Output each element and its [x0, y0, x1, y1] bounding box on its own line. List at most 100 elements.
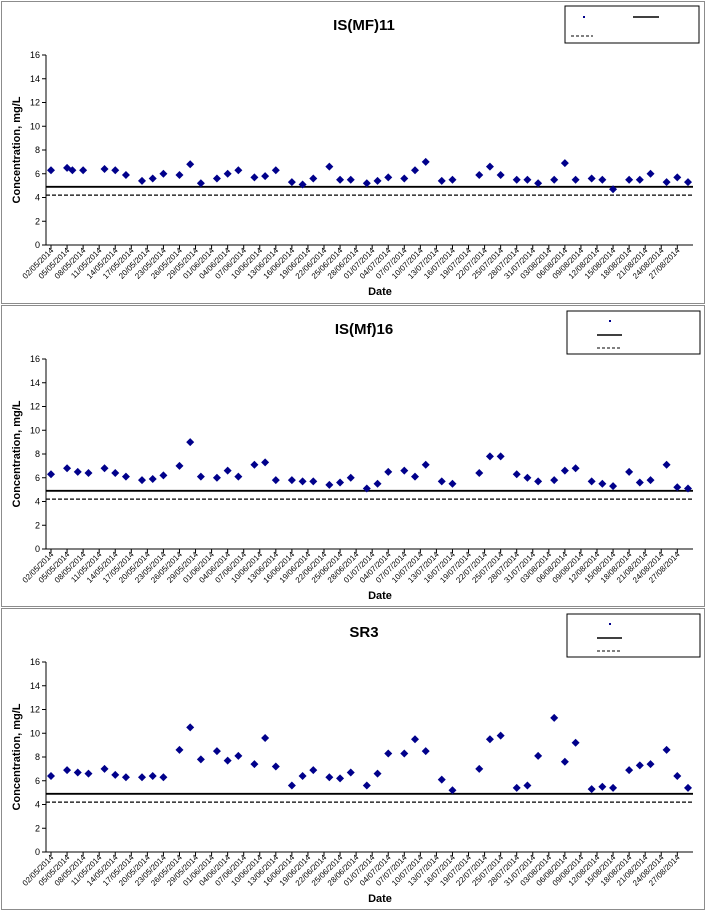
data-point: [309, 477, 318, 486]
y-tick-label: 0: [35, 847, 40, 857]
data-point: [421, 157, 430, 166]
y-tick-label: 4: [35, 497, 40, 507]
data-point: [111, 166, 120, 175]
legend-marker-sample: [609, 623, 611, 625]
y-tick-label: 12: [30, 402, 40, 412]
data-point: [138, 176, 146, 185]
data-point: [234, 166, 243, 175]
data-point: [550, 175, 559, 184]
data-point: [400, 749, 409, 758]
data-point: [212, 174, 221, 183]
data-point: [523, 781, 532, 790]
y-tick-label: 8: [35, 752, 40, 762]
data-point: [625, 175, 634, 184]
data-point: [560, 159, 569, 168]
data-point: [148, 772, 157, 780]
y-tick-label: 12: [30, 705, 40, 715]
data-point: [496, 170, 505, 179]
y-tick-label: 2: [35, 823, 40, 833]
chart-svg-ismf11: IS(MF)11024681012141602/05/201405/05/201…: [11, 5, 700, 298]
y-tick-label: 10: [30, 425, 40, 435]
data-point: [212, 473, 221, 482]
data-point: [196, 755, 205, 764]
data-point: [63, 464, 72, 473]
data-point: [400, 174, 409, 183]
y-axis-title: Concentration, mg/L: [11, 96, 23, 203]
legend-box: [566, 613, 701, 658]
data-point: [384, 749, 393, 758]
data-point: [560, 757, 569, 766]
x-axis-title: Date: [368, 893, 392, 905]
data-point: [287, 476, 296, 485]
data-point: [63, 766, 72, 775]
y-tick-label: 14: [30, 378, 40, 388]
data-point: [111, 469, 120, 477]
data-point: [437, 477, 446, 486]
data-point: [223, 756, 232, 765]
data-point: [68, 166, 77, 175]
data-point: [646, 169, 655, 178]
data-point: [186, 723, 195, 732]
chart-svg-ismf16: IS(Mf)16024681012141602/05/201405/05/201…: [11, 310, 701, 602]
data-point: [100, 764, 109, 773]
data-point: [384, 467, 393, 476]
y-tick-label: 2: [35, 216, 40, 226]
data-point: [287, 178, 296, 187]
y-tick-label: 6: [35, 169, 40, 179]
data-point: [336, 774, 345, 783]
data-point: [234, 751, 243, 760]
data-point: [635, 478, 644, 487]
legend-marker-sample: [609, 320, 611, 322]
data-point: [223, 169, 232, 178]
data-point: [138, 773, 146, 782]
y-tick-label: 14: [30, 681, 40, 691]
y-tick-label: 4: [35, 193, 40, 203]
data-point: [309, 174, 318, 183]
data-point: [362, 179, 371, 188]
data-point: [550, 476, 559, 485]
data-point: [111, 770, 120, 779]
data-point: [325, 162, 334, 171]
chart-panel-sr3: SR3 0 2 4 6 8 10 12 14 16 02/05/2014 05/05/2014 08/0…: [1, 608, 705, 910]
data-point: [662, 745, 671, 754]
data-point: [534, 179, 543, 188]
data-point: [421, 460, 430, 469]
data-point: [384, 173, 393, 182]
data-point: [411, 166, 419, 175]
data-point: [684, 783, 692, 792]
x-axis-title: Date: [368, 590, 392, 602]
y-tick-label: 14: [30, 74, 40, 84]
y-tick-label: 4: [35, 800, 40, 810]
y-tick-label: 16: [30, 657, 40, 667]
chart-panel-ismf11: IS(MF)11 0 2 4 6 8 10 12 14 16 02/05/2014 05/05/201…: [1, 1, 705, 304]
data-point: [346, 175, 355, 184]
data-point: [485, 735, 494, 744]
data-point: [138, 476, 146, 485]
data-point: [625, 766, 634, 775]
data-point: [646, 476, 655, 485]
data-point: [196, 179, 205, 188]
data-point: [560, 466, 569, 475]
data-point: [448, 175, 457, 184]
data-point: [336, 175, 345, 184]
data-point: [411, 735, 419, 744]
y-tick-label: 6: [35, 776, 40, 786]
data-point: [523, 175, 532, 184]
data-point: [485, 162, 494, 171]
data-point: [271, 166, 280, 175]
data-point: [271, 762, 280, 771]
data-point: [373, 479, 382, 488]
y-tick-label: 6: [35, 473, 40, 483]
data-point: [159, 169, 168, 178]
data-point: [234, 472, 243, 481]
data-point: [523, 473, 532, 482]
y-tick-label: 0: [35, 240, 40, 250]
data-point: [325, 480, 334, 489]
data-point: [587, 477, 596, 486]
data-point: [298, 772, 307, 780]
data-point: [121, 472, 130, 481]
y-tick-label: 16: [30, 354, 40, 364]
y-tick-label: 12: [30, 98, 40, 108]
data-point: [609, 783, 618, 792]
y-tick-label: 8: [35, 145, 40, 155]
